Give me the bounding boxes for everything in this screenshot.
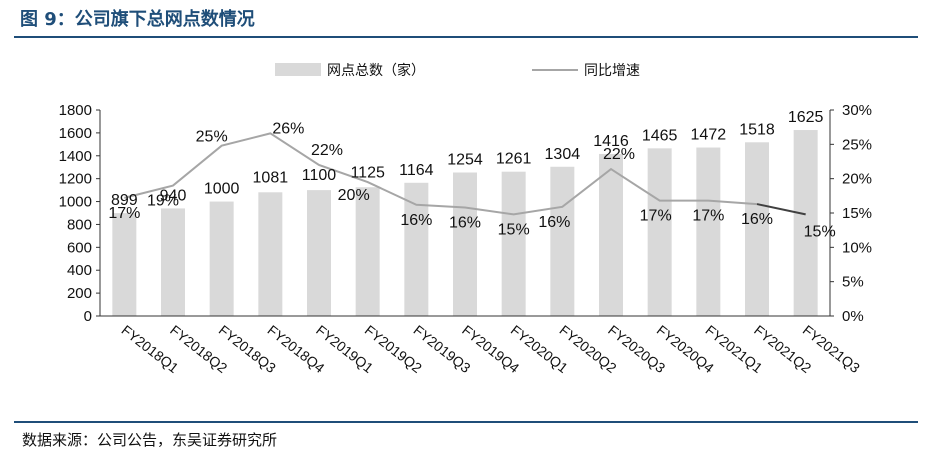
left-axis-tick-label: 1400: [59, 148, 92, 165]
legend: 网点总数（家） 同比增速: [275, 62, 640, 78]
left-axis-tick-label: 0: [84, 308, 92, 325]
bar-value-label: 1000: [204, 181, 240, 198]
bar: [745, 142, 769, 316]
figure-title: 图 9：公司旗下总网点数情况: [20, 9, 255, 30]
bar-value-label: 1625: [788, 109, 824, 126]
legend-bar-label: 网点总数（家）: [327, 62, 425, 78]
left-axis-tick-label: 200: [67, 285, 92, 302]
line-data-labels: 17% 19% 25% 26% 22% 20% 16% 16% 15% 16% 22% 17% 17% 1…: [108, 120, 835, 240]
right-axis-tick-label: 30%: [842, 102, 872, 119]
legend-bar-swatch: [275, 63, 321, 76]
bar-series: [112, 130, 818, 316]
bar-value-label: 1254: [447, 151, 483, 168]
left-axis: 0 200 400 600 800 1000 1200 1400 1600 1800: [59, 102, 101, 325]
growth-value-label: 19%: [147, 193, 179, 210]
bar: [453, 172, 477, 316]
left-axis-tick-label: 1200: [59, 171, 92, 188]
bottom-rule: [14, 421, 918, 423]
growth-value-label: 25%: [196, 129, 228, 146]
bar-data-labels: 899 940 1000 1081 1100 1125 1164 1254 1261 1304 14…: [111, 109, 824, 209]
bar-value-label: 1518: [739, 121, 775, 138]
bar-value-label: 1125: [350, 164, 385, 181]
right-axis-tick-label: 25%: [842, 136, 872, 153]
right-axis-tick-label: 15%: [842, 205, 872, 222]
right-axis: 0% 5% 10% 15% 20% 25% 30%: [829, 102, 872, 325]
bar: [599, 153, 623, 316]
bar-value-label: 1304: [545, 146, 581, 163]
right-axis-tick-label: 0%: [842, 308, 864, 325]
growth-value-label: 26%: [272, 120, 304, 137]
bar: [404, 182, 429, 316]
growth-value-label: 16%: [400, 212, 432, 229]
growth-line: [124, 132, 758, 216]
left-axis-tick-label: 600: [67, 239, 92, 256]
line-series: [124, 132, 806, 216]
growth-line-last-segment: [756, 203, 806, 216]
growth-value-label: 20%: [338, 187, 370, 204]
bar-value-label: 1261: [496, 151, 532, 168]
growth-value-label: 17%: [692, 208, 724, 225]
bar-value-label: 1472: [691, 127, 727, 144]
growth-value-label: 17%: [640, 208, 672, 225]
growth-value-label: 16%: [538, 214, 570, 231]
right-axis-tick-label: 10%: [842, 239, 872, 256]
growth-value-label: 22%: [311, 142, 343, 159]
bar: [793, 130, 818, 316]
bar: [307, 190, 331, 316]
x-axis: FY2018Q1FY2018Q2FY2018Q3FY2018Q4FY2019Q1…: [100, 315, 863, 376]
bar-value-label: 899: [111, 192, 138, 209]
combo-chart: 网点总数（家） 同比增速 0 200 400 600 800 1000 1200 1400 16…: [59, 62, 872, 376]
bar-value-label: 1100: [302, 167, 337, 184]
bar-value-label: 1164: [399, 162, 434, 179]
left-axis-tick-label: 800: [67, 216, 92, 233]
legend-line-label: 同比增速: [584, 62, 640, 78]
bar-value-label: 1081: [253, 169, 289, 186]
growth-value-label: 17%: [108, 205, 140, 222]
growth-value-label: 16%: [449, 215, 481, 232]
growth-value-label: 15%: [498, 221, 530, 238]
left-axis-tick-label: 1000: [59, 194, 92, 211]
source-note: 数据来源：公司公告，东吴证券研究所: [22, 431, 278, 449]
bar: [501, 171, 526, 316]
top-rule: [14, 36, 918, 38]
bar: [258, 192, 283, 316]
bar-value-label: 1465: [642, 127, 678, 144]
growth-value-label: 15%: [804, 223, 836, 240]
bar: [355, 187, 380, 316]
left-axis-tick-label: 1800: [59, 102, 92, 119]
bar-value-label: 940: [160, 187, 187, 204]
bar: [647, 148, 672, 316]
bar: [696, 147, 721, 316]
growth-value-label: 16%: [741, 211, 773, 228]
left-axis-tick-label: 400: [67, 262, 92, 279]
left-axis-tick-label: 1600: [59, 125, 92, 142]
bar: [209, 201, 234, 316]
bar: [112, 213, 137, 316]
growth-value-label: 22%: [603, 146, 635, 163]
right-axis-tick-label: 5%: [842, 274, 864, 291]
right-axis-tick-label: 20%: [842, 171, 872, 188]
bar: [161, 208, 185, 316]
bar: [550, 166, 575, 316]
bar-value-label: 1416: [593, 133, 629, 150]
